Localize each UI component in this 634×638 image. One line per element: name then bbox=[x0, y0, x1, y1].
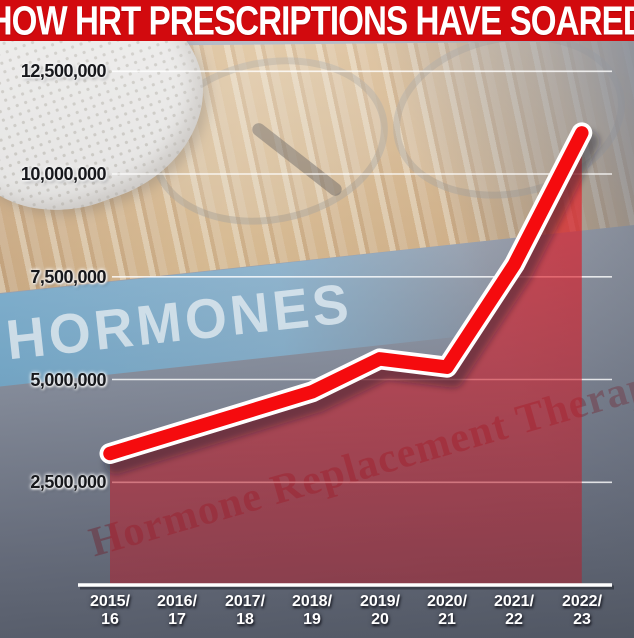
page-title: HOW HRT PRESCRIPTIONS HAVE SOARED bbox=[0, 0, 634, 43]
trend-line bbox=[103, 126, 589, 461]
area-fill bbox=[110, 132, 582, 585]
title-bar: HOW HRT PRESCRIPTIONS HAVE SOARED bbox=[0, 0, 634, 43]
